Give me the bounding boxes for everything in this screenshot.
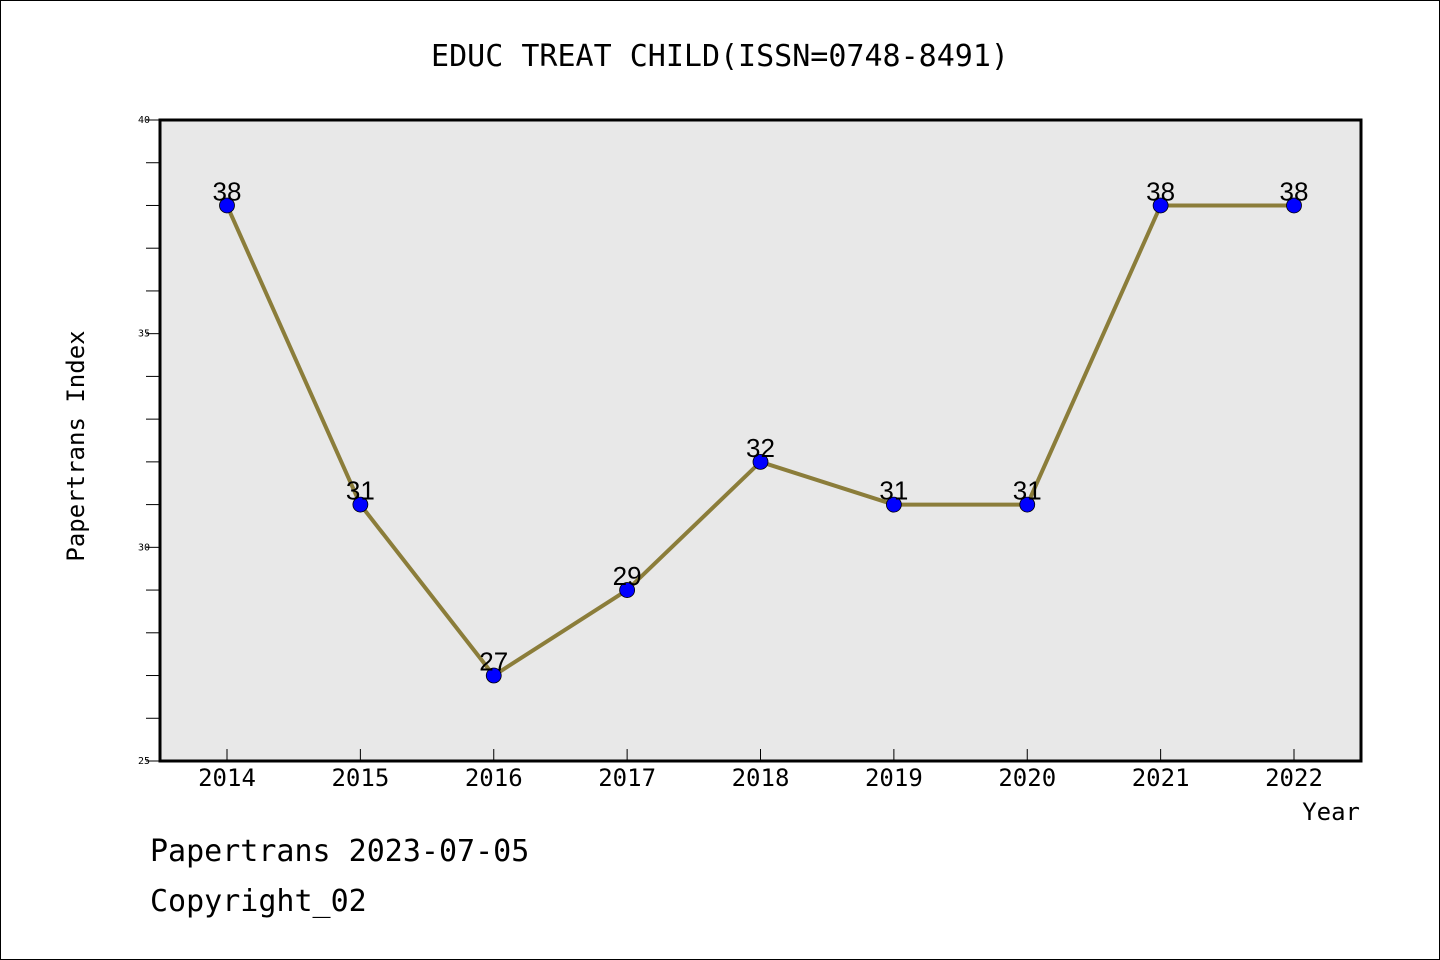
- x-tick-label: 2020: [998, 764, 1056, 792]
- footer-date: Papertrans 2023-07-05: [150, 834, 530, 869]
- y-tick-label: 30: [138, 542, 150, 553]
- data-label: 38: [1146, 176, 1175, 206]
- data-point: [352, 496, 369, 513]
- x-axis-label: Year: [1302, 798, 1360, 826]
- x-tick-label: 2018: [732, 764, 790, 792]
- data-point: [1286, 197, 1302, 214]
- x-tick-label: 2021: [1132, 764, 1190, 792]
- data-label: 31: [346, 476, 375, 506]
- data-point: [1152, 197, 1169, 214]
- y-tick-label: 35: [138, 329, 150, 340]
- x-tick-label: 2015: [331, 764, 389, 792]
- x-tick-label: 2014: [198, 764, 256, 792]
- data-point: [219, 197, 235, 214]
- data-label: 38: [1280, 176, 1309, 206]
- data-label: 27: [479, 647, 508, 677]
- y-tick-label: 40: [138, 115, 150, 126]
- series-papertrans-index: 38 31 27 29 32 31 31 38 38: [213, 176, 1309, 684]
- data-point: [619, 582, 636, 598]
- data-point: [885, 496, 902, 513]
- y-axis: 25 30 35 40: [138, 115, 160, 767]
- x-tick-label: 2016: [465, 764, 523, 792]
- data-label: 38: [213, 176, 242, 206]
- y-tick-label: 25: [138, 756, 150, 767]
- data-point: [752, 453, 769, 470]
- data-label: 29: [613, 561, 642, 591]
- data-point: [485, 667, 502, 684]
- data-label: 32: [746, 433, 775, 463]
- y-axis-label: Papertrans Index: [62, 330, 90, 561]
- chart-title: EDUC TREAT CHILD(ISSN=0748-8491): [431, 39, 1009, 74]
- plot-area: [158, 118, 1363, 763]
- x-tick-label: 2019: [865, 764, 923, 792]
- x-tick-label: 2022: [1265, 764, 1323, 792]
- data-label: 31: [879, 476, 908, 506]
- x-tick-label: 2017: [598, 764, 656, 792]
- data-label: 31: [1013, 476, 1042, 506]
- x-axis: 2014 2015 2016 2017 2018 2019 2020 2021 2022: [198, 749, 1323, 792]
- footer-copyright: Copyright_02: [150, 884, 367, 919]
- data-point: [1019, 496, 1036, 513]
